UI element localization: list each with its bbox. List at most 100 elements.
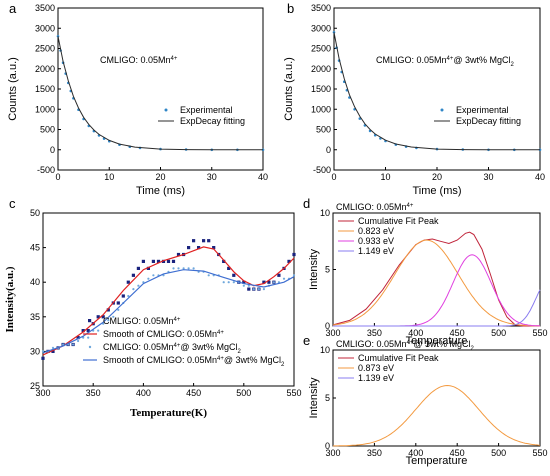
y-tick-label: 2000 — [35, 64, 55, 74]
data-point-dot — [222, 281, 225, 284]
data-point-square — [96, 315, 100, 319]
data-point-square — [197, 246, 201, 250]
x-axis-label: Temperature(K) — [130, 407, 207, 419]
y-axis-label: Intensity — [308, 377, 320, 418]
y-tick-label: 0 — [50, 145, 55, 155]
x-tick-label: 20 — [155, 172, 165, 182]
x-axis-label: Time (ms) — [136, 185, 185, 197]
x-tick-label: 40 — [535, 172, 545, 182]
y-tick-label: -500 — [37, 165, 55, 175]
x-tick-label: 400 — [408, 448, 423, 458]
legend-label-0: Cumulative Fit Peak — [358, 216, 439, 226]
data-point-square — [227, 266, 231, 270]
y-tick-label: 45 — [30, 243, 40, 253]
data-point-square — [81, 329, 85, 333]
data-point-dot — [262, 288, 265, 291]
x-tick-label: 450 — [450, 328, 465, 338]
data-point-square — [51, 349, 55, 353]
data-point-square — [202, 239, 206, 243]
data-point-square — [207, 239, 211, 243]
legend-marker-2 — [88, 345, 92, 349]
data-point-dot — [292, 274, 296, 277]
component-peak-line-2 — [333, 254, 541, 327]
x-tick-label: 550 — [532, 328, 547, 338]
y-tick-label: 50 — [30, 208, 40, 218]
legend-label-3: 1.149 eV — [358, 246, 394, 256]
x-tick-label: 450 — [450, 448, 465, 458]
data-point-square — [146, 266, 150, 270]
x-tick-label: 30 — [483, 172, 493, 182]
legend-label-1: 0.823 eV — [358, 226, 394, 236]
legend-label-2: 0.933 eV — [358, 236, 394, 246]
data-point-square — [106, 308, 110, 312]
y-tick-label: 1500 — [311, 84, 331, 94]
y-tick-label: 2500 — [35, 44, 55, 54]
sample-annotation: CMLIGO: 0.05Mn4+ — [100, 55, 178, 65]
data-point-square — [212, 246, 216, 250]
x-tick-label: 300 — [35, 388, 50, 398]
x-tick-label: 300 — [325, 448, 340, 458]
data-point-dot — [182, 267, 185, 270]
data-point-dot — [272, 281, 275, 284]
data-point-square — [116, 301, 120, 305]
legend-label-fit: ExpDecay fitting — [180, 116, 245, 126]
data-point-square — [287, 259, 291, 263]
y-axis-label: Intensity — [308, 249, 320, 290]
legend-label-2: 1.139 eV — [358, 373, 394, 383]
data-point-square — [192, 239, 196, 243]
smooth-line-1 — [42, 246, 295, 356]
y-tick-label: 3000 — [311, 23, 331, 33]
legend-label-1: 0.873 eV — [358, 363, 394, 373]
x-tick-label: 350 — [367, 448, 382, 458]
data-point-square — [141, 259, 145, 263]
data-point-dot — [207, 274, 210, 277]
smooth-line-3 — [42, 269, 295, 354]
data-point-square — [187, 246, 191, 250]
cumulative-fit-line — [332, 231, 540, 327]
data-point-square — [76, 336, 80, 340]
data-point-dot — [242, 284, 245, 287]
x-tick-label: 550 — [286, 388, 301, 398]
data-point-square — [161, 259, 166, 263]
legend-marker-0 — [88, 319, 92, 323]
y-tick-label: -500 — [313, 165, 331, 175]
data-point-square — [121, 294, 125, 298]
chart-a: 0 10 20 30 40-500050010001500200025003000350… — [7, 3, 268, 197]
y-tick-label: 1000 — [311, 104, 331, 114]
chart-e: 300 350 400 450 500 550 0 5 10 Temperature Intensi… — [308, 339, 548, 467]
data-point-square — [247, 287, 251, 291]
panel-label-a: a — [9, 1, 17, 16]
y-tick-label: 10 — [320, 208, 330, 218]
data-point-dot — [41, 350, 45, 353]
data-point-dot — [257, 288, 260, 291]
y-tick-label: 5 — [325, 393, 330, 403]
chart-b: 0 10 20 30 40-500050010001500200025003000350… — [283, 3, 545, 197]
chart-title: CMLIGO: 0.05Mn4+ — [336, 202, 414, 212]
component-peak-line-3 — [333, 289, 541, 327]
legend-label-0: Cumulative Fit Peak — [358, 353, 439, 363]
y-tick-label: 2000 — [311, 64, 331, 74]
data-point-square — [267, 280, 271, 284]
y-tick-label: 1000 — [35, 104, 55, 114]
y-tick-label: 500 — [316, 125, 331, 135]
data-point-dot — [172, 267, 175, 270]
data-point-dot — [227, 281, 230, 284]
x-tick-label: 300 — [325, 328, 340, 338]
legend-label-0: CMLIGO: 0.05Mn4+ — [103, 316, 181, 326]
data-point-dot — [177, 267, 180, 270]
data-point-square — [292, 252, 296, 257]
y-axis-label: Intensity(a.u.) — [4, 266, 16, 332]
data-point-dot — [137, 284, 140, 287]
chart-title: CMLIGO: 0.05Mn4+@ 3wt% MgCl2 — [336, 339, 475, 352]
fit-line — [57, 36, 264, 151]
legend-label-experimental: Experimental — [180, 105, 233, 115]
y-tick-label: 2500 — [311, 44, 331, 54]
x-tick-label: 550 — [532, 448, 547, 458]
legend-label-experimental: Experimental — [456, 105, 509, 115]
legend-label-1: Smooth of CMLIGO: 0.05Mn4+ — [103, 329, 224, 339]
data-point-square — [151, 259, 155, 263]
data-point-dot — [112, 315, 115, 318]
y-axis-label: Counts (a.u.) — [283, 57, 295, 121]
data-point-square — [166, 259, 171, 263]
x-axis-label: Temperature — [406, 455, 468, 467]
